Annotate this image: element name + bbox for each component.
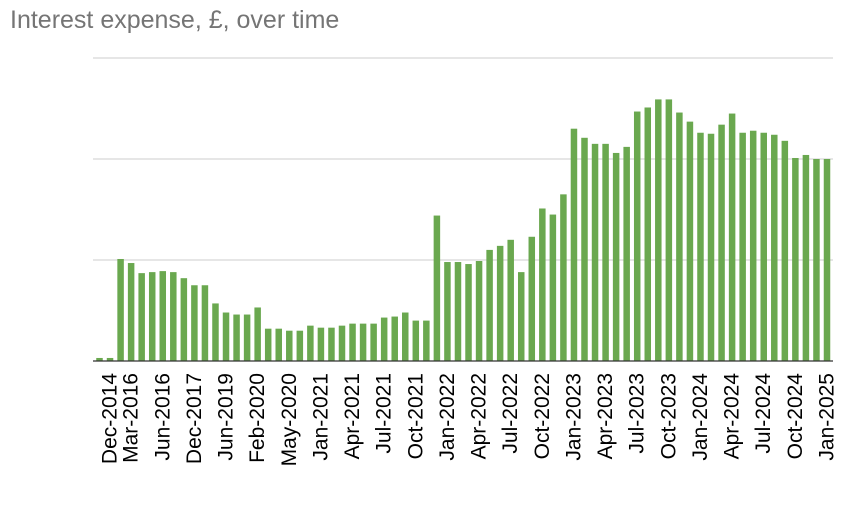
x-tick-label: Apr-2021 — [341, 373, 364, 459]
x-tick-label: Jan-2024 — [689, 373, 712, 461]
bar — [349, 323, 356, 361]
bar — [317, 327, 325, 361]
x-tick-label: Jul-2023 — [626, 373, 649, 454]
bar — [792, 157, 799, 361]
x-tick-label: Dec-2014 — [99, 373, 122, 464]
x-tick-label: Mar-2016 — [120, 373, 143, 463]
bar — [254, 307, 261, 361]
bar — [718, 124, 725, 361]
bar — [423, 320, 430, 361]
bar — [222, 312, 230, 361]
bar — [106, 357, 114, 361]
bar — [454, 262, 462, 361]
bar — [475, 261, 483, 361]
bar — [117, 258, 124, 361]
bar — [539, 208, 546, 361]
x-tick-label: May-2020 — [278, 373, 301, 466]
bar — [370, 323, 377, 361]
bar — [96, 357, 103, 361]
bar — [655, 99, 662, 361]
bar — [170, 272, 177, 361]
bar — [391, 316, 398, 361]
bar — [159, 271, 167, 361]
bar — [549, 214, 557, 361]
bar — [823, 159, 831, 361]
x-tick-label: Jun-2016 — [151, 373, 174, 461]
bar — [380, 317, 388, 361]
bar — [148, 272, 156, 361]
bars — [96, 99, 831, 362]
x-tick-label: Oct-2022 — [531, 373, 554, 459]
bar — [802, 154, 810, 361]
bar — [739, 132, 746, 361]
x-tick-label: Jul-2022 — [499, 373, 522, 454]
bar — [707, 133, 715, 361]
bar — [528, 236, 536, 361]
bar — [307, 325, 314, 361]
bar — [676, 112, 683, 361]
bar — [433, 215, 441, 361]
bar — [328, 327, 335, 361]
bar — [412, 320, 420, 361]
bar — [402, 312, 409, 361]
bar — [212, 303, 219, 361]
bar — [581, 137, 588, 361]
x-tick-label: Dec-2017 — [183, 373, 206, 464]
bar — [560, 194, 567, 361]
chart-title: Interest expense, £, over time — [10, 6, 340, 34]
bar — [486, 249, 493, 361]
bar — [359, 323, 367, 361]
bar — [623, 146, 630, 361]
bar — [191, 285, 198, 361]
bar — [444, 262, 451, 361]
x-tick-label: Jan-2022 — [436, 373, 459, 461]
bar — [813, 159, 820, 361]
x-tick-label: Oct-2024 — [784, 373, 807, 460]
x-tick-label: Jun-2019 — [215, 373, 238, 461]
bar — [275, 328, 282, 361]
bar — [233, 314, 240, 361]
x-tick-label: Jan-2021 — [309, 373, 332, 461]
bar — [127, 263, 135, 361]
bar — [296, 330, 304, 361]
bar — [286, 330, 293, 361]
bar — [665, 99, 673, 361]
x-tick-label: Feb-2020 — [246, 373, 269, 463]
bar — [771, 134, 778, 361]
bar — [465, 264, 472, 361]
x-tick-label: Jan-2023 — [562, 373, 585, 461]
bar — [507, 239, 514, 361]
bar — [496, 245, 504, 361]
bar — [749, 130, 757, 361]
bar — [264, 328, 272, 361]
x-tick-label: Jul-2024 — [752, 373, 775, 454]
bar — [602, 143, 609, 361]
x-tick-label: Apr-2023 — [594, 373, 617, 459]
bar — [517, 272, 525, 361]
bar — [728, 113, 736, 361]
bar — [591, 143, 599, 361]
x-tick-label: Jan-2025 — [816, 373, 839, 461]
bar — [612, 152, 620, 361]
x-tick-label: Oct-2023 — [657, 373, 680, 459]
bar — [201, 285, 209, 361]
bar — [644, 107, 652, 362]
x-tick-label: Apr-2022 — [468, 373, 491, 459]
bar — [570, 128, 578, 361]
bar — [633, 111, 641, 361]
x-tick-label: Jul-2021 — [373, 373, 396, 454]
bar — [180, 278, 188, 361]
bar — [781, 140, 789, 361]
bar — [338, 325, 346, 361]
bar — [697, 132, 704, 361]
x-tick-label: Oct-2021 — [404, 373, 427, 459]
bar — [760, 132, 767, 361]
bar — [243, 314, 251, 361]
bar — [686, 121, 694, 361]
bar — [138, 273, 145, 361]
x-tick-label: Apr-2024 — [721, 373, 744, 460]
